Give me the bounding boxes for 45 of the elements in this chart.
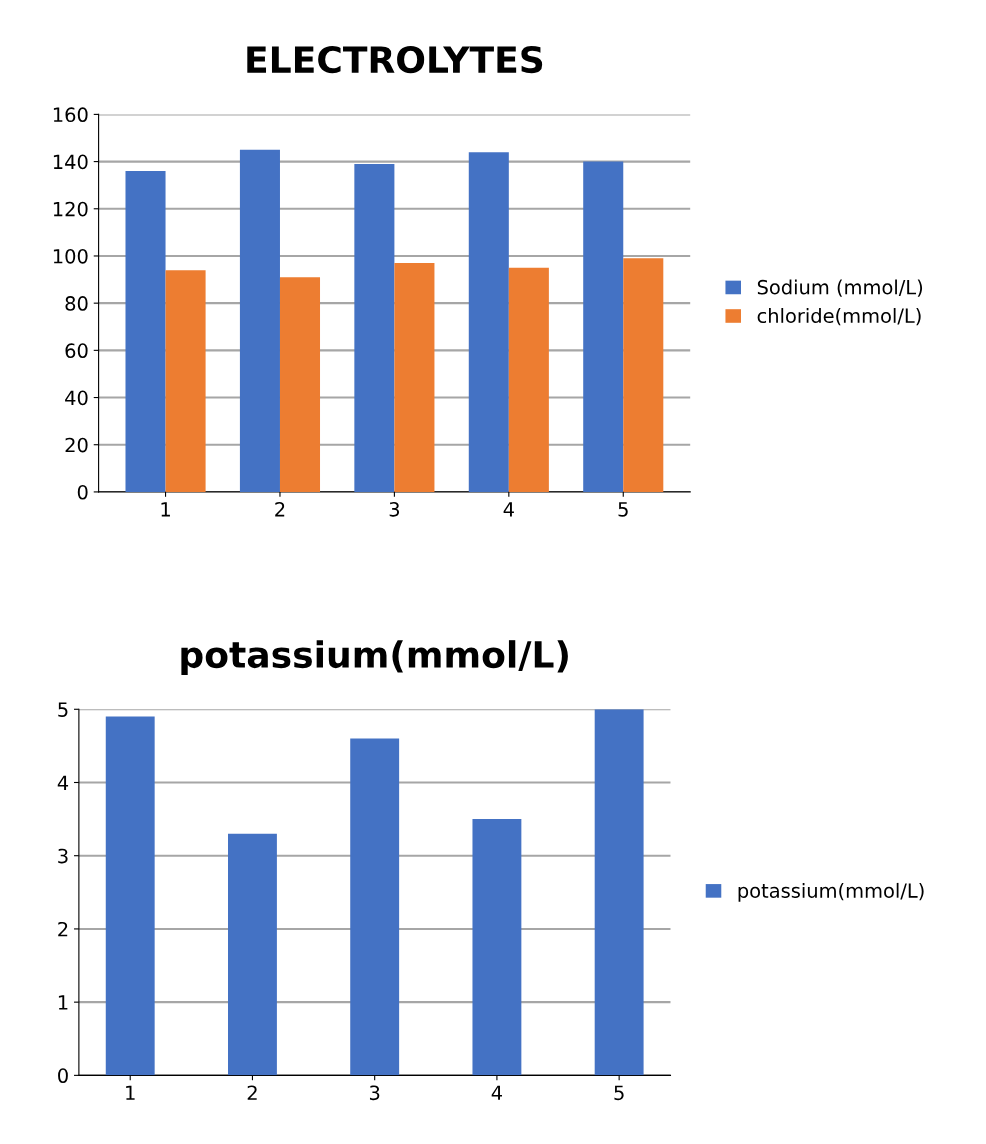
x-tick-label: 4	[491, 1085, 503, 1100]
bar	[583, 161, 624, 492]
bar	[623, 258, 664, 492]
bar	[354, 163, 395, 492]
bar	[350, 738, 400, 1076]
chart-title: ELECTROLYTES	[247, 45, 543, 74]
y-tick-label: 40	[65, 390, 88, 406]
y-tick-label: 20	[65, 437, 88, 453]
bar	[468, 152, 509, 492]
y-tick-label: 60	[65, 343, 88, 359]
y-tick-label: 120	[53, 201, 88, 217]
y-tick-label: 160	[53, 107, 88, 123]
y-tick-label: 140	[53, 154, 88, 170]
y-tick-label: 100	[53, 248, 88, 264]
x-tick-label: 1	[161, 502, 170, 517]
y-tick-label: 5	[58, 702, 68, 717]
bar	[508, 267, 549, 492]
x-tick-label: 3	[369, 1085, 380, 1101]
bar	[472, 819, 522, 1076]
y-tick-label: 0	[77, 484, 88, 500]
y-tick-label: 1	[58, 995, 68, 1010]
bar	[394, 263, 435, 492]
bar	[105, 716, 155, 1076]
legend-label: potassium(mmol/L)	[738, 882, 924, 902]
x-tick-label: 3	[389, 501, 400, 517]
x-tick-label: 1	[126, 1085, 135, 1100]
x-tick-label: 2	[275, 501, 285, 517]
bar	[165, 270, 206, 492]
y-tick-label: 80	[65, 296, 88, 311]
bar	[125, 171, 166, 492]
x-tick-label: 4	[503, 502, 514, 517]
y-tick-label: 0	[58, 1068, 68, 1084]
bar	[594, 709, 644, 1076]
y-tick-label: 2	[58, 921, 68, 937]
bar	[279, 277, 321, 492]
bar	[228, 833, 277, 1076]
bar	[239, 149, 280, 492]
y-tick-label: 4	[57, 775, 69, 790]
y-tick-label: 3	[58, 848, 68, 864]
legend-label: Sodium (mmol/L)	[757, 279, 923, 297]
x-tick-label: 5	[618, 502, 628, 517]
x-tick-label: 2	[247, 1085, 257, 1100]
x-tick-label: 5	[614, 1085, 624, 1101]
legend-label: chloride(mmol/L)	[757, 308, 921, 326]
chart-title: potassium(mmol/L)	[181, 640, 568, 676]
